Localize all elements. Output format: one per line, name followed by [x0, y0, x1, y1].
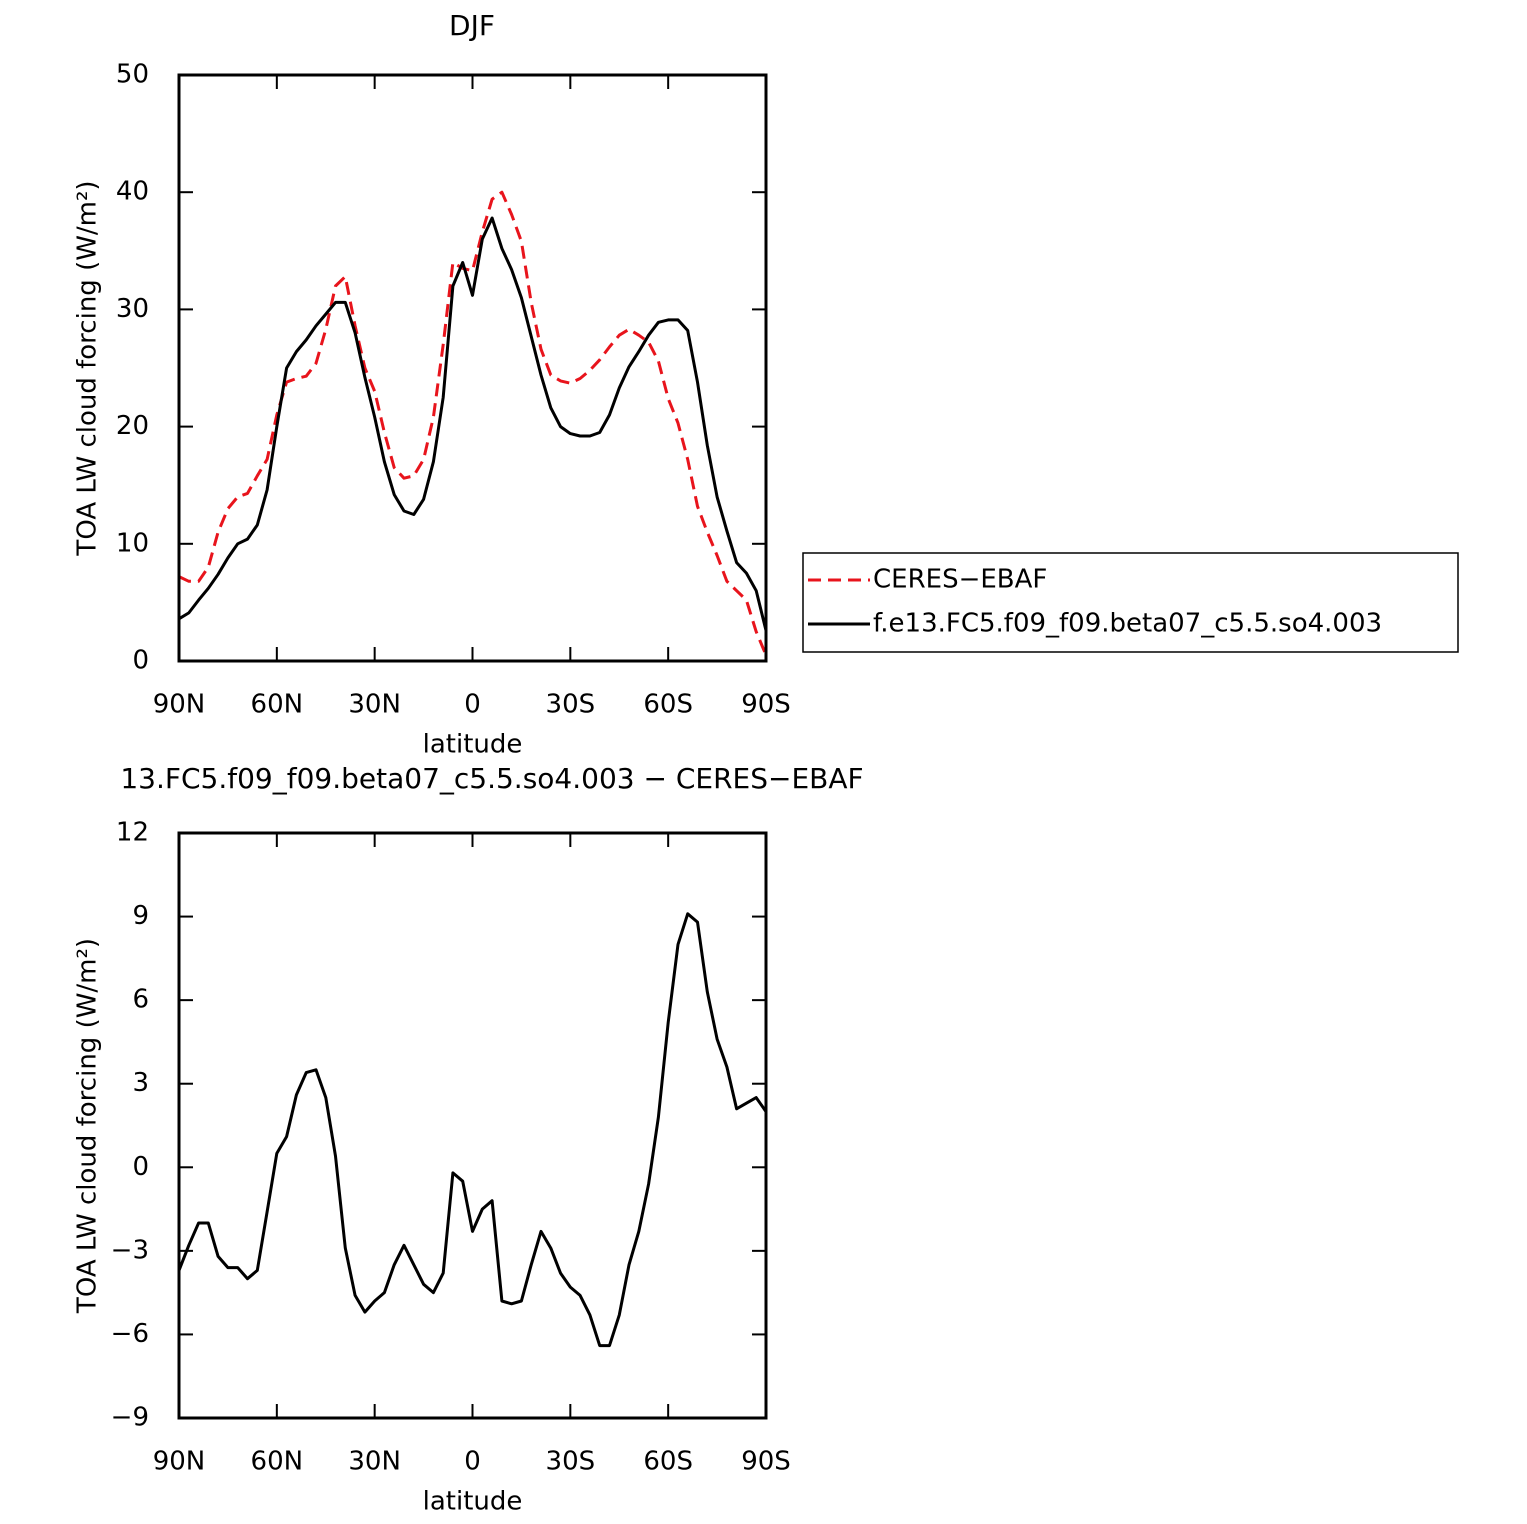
x-tick-label: 30S: [546, 1447, 596, 1477]
chart-title: DJF: [449, 9, 495, 42]
x-tick-label: 30S: [546, 690, 596, 720]
data-line: [178, 216, 768, 631]
legend-label: f.e13.FC5.f09_f09.beta07_c5.5.so4.003: [873, 609, 1382, 639]
x-tick-label: 90S: [741, 690, 791, 720]
y-tick-label: 9: [132, 901, 149, 931]
y-tick-label: 50: [116, 60, 149, 90]
y-tick-label: 30: [116, 294, 149, 324]
x-tick-label: 30N: [348, 690, 401, 720]
y-tick-label: 3: [132, 1068, 149, 1098]
x-tick-label: 60N: [251, 1447, 304, 1477]
data-line: [178, 190, 768, 656]
y-tick-label: −6: [111, 1319, 149, 1349]
x-tick-label: 30N: [348, 1447, 401, 1477]
data-line: [177, 912, 768, 1348]
y-tick-label: 12: [116, 818, 149, 848]
x-axis-label: latitude: [423, 1487, 523, 1517]
legend-label: CERES−EBAF: [873, 565, 1047, 595]
x-tick-label: 90N: [153, 1447, 206, 1477]
plot-frame: [177, 73, 768, 663]
x-tick-label: 90N: [153, 690, 206, 720]
x-tick-label: 0: [464, 1447, 481, 1477]
y-tick-label: 20: [116, 411, 149, 441]
plot-frame: [177, 831, 768, 1420]
x-tick-label: 60S: [643, 1447, 693, 1477]
x-axis-label: latitude: [423, 730, 523, 760]
y-tick-label: −9: [111, 1403, 149, 1433]
y-tick-label: −3: [111, 1235, 149, 1265]
x-tick-label: 0: [464, 690, 481, 720]
chart-title: 13.FC5.f09_f09.beta07_c5.5.so4.003 − CER…: [120, 762, 863, 795]
legend-box: [802, 552, 1459, 653]
x-tick-label: 60N: [251, 690, 304, 720]
y-tick-label: 0: [132, 646, 149, 676]
y-axis-label: TOA LW cloud forcing (W/m²): [73, 180, 103, 556]
y-tick-label: 6: [132, 985, 149, 1015]
x-tick-label: 60S: [643, 690, 693, 720]
y-tick-label: 40: [116, 177, 149, 207]
x-tick-label: 90S: [741, 1447, 791, 1477]
y-tick-label: 10: [116, 528, 149, 558]
y-axis-label: TOA LW cloud forcing (W/m²): [73, 938, 103, 1314]
y-tick-label: 0: [132, 1152, 149, 1182]
